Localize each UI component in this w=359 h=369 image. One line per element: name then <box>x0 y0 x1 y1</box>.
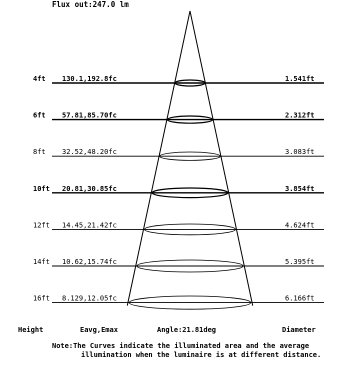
beam-ellipse <box>136 259 244 273</box>
row-diameter: 2.312ft <box>285 112 315 120</box>
note-line-1: Note:The Curves indicate the illuminated… <box>52 342 309 350</box>
row-height: 10ft <box>33 185 50 193</box>
row-diameter: 5.395ft <box>285 258 315 266</box>
row-diameter: 1.541ft <box>285 75 315 83</box>
row-height: 6ft <box>33 112 46 120</box>
row-height: 8ft <box>33 148 46 156</box>
beam-ellipse <box>144 223 236 236</box>
row-illuminance: 8.129,12.05fc <box>62 295 117 303</box>
row-height: 14ft <box>33 258 50 266</box>
rows-group: 4ft 130.1,192.8fc 1.541ft 6ft 57.81,85.70fc 2… <box>33 75 324 310</box>
row-height: 16ft <box>33 295 50 303</box>
beam-ellipse <box>159 151 221 161</box>
row-illuminance: 32.52,48.20fc <box>62 148 117 156</box>
row-illuminance: 57.81,85.70fc <box>62 112 117 120</box>
beam-ellipse <box>166 115 214 124</box>
beam-ellipse <box>151 187 229 199</box>
row-diameter: 6.166ft <box>285 295 315 303</box>
illum-label: Eavg,Emax <box>80 326 119 334</box>
diameter-label: Diameter <box>282 326 316 334</box>
angle-label: Angle:21.81deg <box>157 326 216 334</box>
note-line-2: illumination when the luminaire is at di… <box>81 351 321 359</box>
row-height: 4ft <box>33 75 46 83</box>
row-diameter: 4.624ft <box>285 221 315 229</box>
row-illuminance: 130.1,192.8fc <box>62 75 117 83</box>
row-diameter: 3.083ft <box>285 148 315 156</box>
row-diameter: 3.854ft <box>285 185 315 193</box>
row-illuminance: 20.81,30.85fc <box>62 185 117 193</box>
row-height: 12ft <box>33 221 50 229</box>
flux-title: Flux out:247.0 lm <box>52 0 129 9</box>
beam-cone <box>126 10 254 306</box>
beam-ellipse <box>128 295 252 310</box>
height-label: Height <box>18 326 43 334</box>
row-illuminance: 10.62,15.74fc <box>62 258 117 266</box>
row-illuminance: 14.45,21.42fc <box>62 221 117 229</box>
